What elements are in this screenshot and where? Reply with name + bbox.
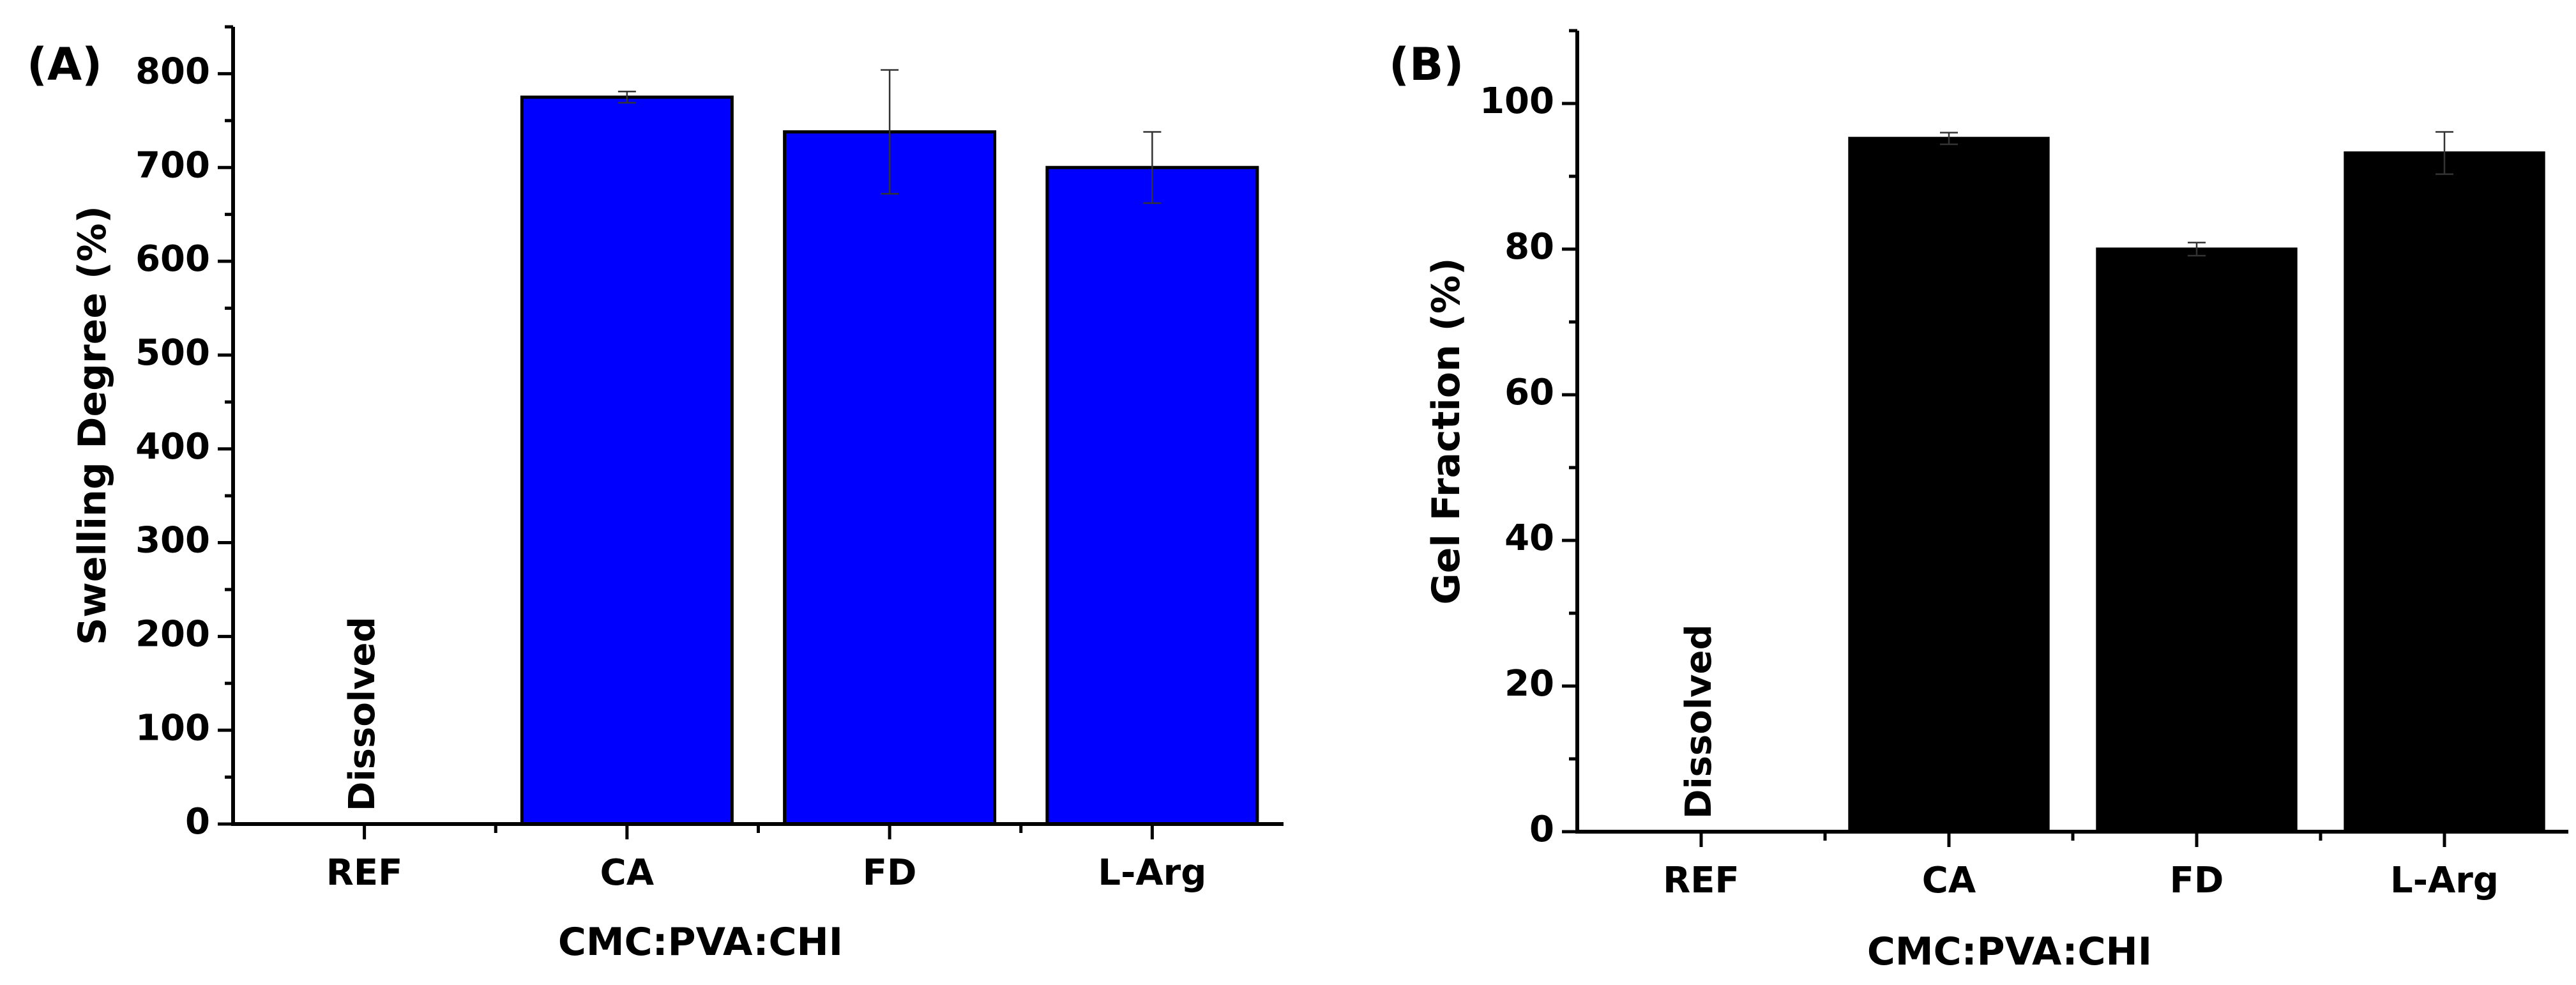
bar-fd [783, 130, 997, 826]
bar-ca [520, 95, 734, 826]
y-tick-label: 0 [185, 801, 210, 843]
annotation-dissolved: Dissolved [342, 616, 383, 811]
y-tick-label: 200 [135, 613, 210, 655]
panel-a: Dissolved 0 100 200 300 400 500 600 700 800 REF CA F… [27, 25, 1284, 965]
bar-fd [2096, 247, 2298, 834]
x-tick-label-ca: CA [600, 852, 655, 894]
y-tick-label: 20 [1504, 663, 1554, 705]
y-tick-label: 60 [1504, 372, 1554, 413]
bar-l-arg [1045, 165, 1259, 826]
y-tick-label: 700 [135, 144, 210, 186]
panel-b: Dissolved 0 20 40 60 80 100 REF CA FD L-Arg Gel Fra… [1389, 29, 2568, 974]
x-tick-label-l-arg: L-Arg [2390, 860, 2499, 901]
y-tick-label: 600 [135, 238, 210, 280]
x-tick-label-l-arg: L-Arg [1098, 852, 1206, 894]
y-tick-label: 100 [135, 707, 210, 749]
x-tick-label-fd: FD [2170, 860, 2224, 901]
bar-l-arg [2344, 151, 2545, 834]
x-axis-title: CMC:PVA:CHI [558, 920, 843, 965]
y-tick-label: 100 [1480, 80, 1554, 122]
y-tick-label: 300 [135, 520, 210, 561]
panel-label: (A) [27, 38, 102, 91]
y-tick-label: 500 [135, 332, 210, 374]
y-tick-label: 800 [135, 51, 210, 93]
x-tick-label-ref: REF [326, 852, 403, 894]
x-tick-label-ref: REF [1663, 860, 1739, 901]
y-tick-label: 40 [1504, 517, 1554, 559]
bar-ca [1848, 137, 2050, 834]
y-axis-title: Swelling Degree (%) [70, 206, 115, 645]
y-tick-label: 400 [135, 426, 210, 468]
x-tick-label-fd: FD [863, 852, 917, 894]
x-axis-title: CMC:PVA:CHI [1867, 929, 2152, 974]
y-tick-label: 0 [1529, 809, 1554, 850]
panel-label: (B) [1389, 38, 1464, 91]
y-axis-title: Gel Fraction (%) [1424, 257, 1469, 604]
y-tick-label: 80 [1504, 226, 1554, 268]
x-tick-label-ca: CA [1922, 860, 1976, 901]
annotation-dissolved: Dissolved [1678, 624, 1720, 819]
